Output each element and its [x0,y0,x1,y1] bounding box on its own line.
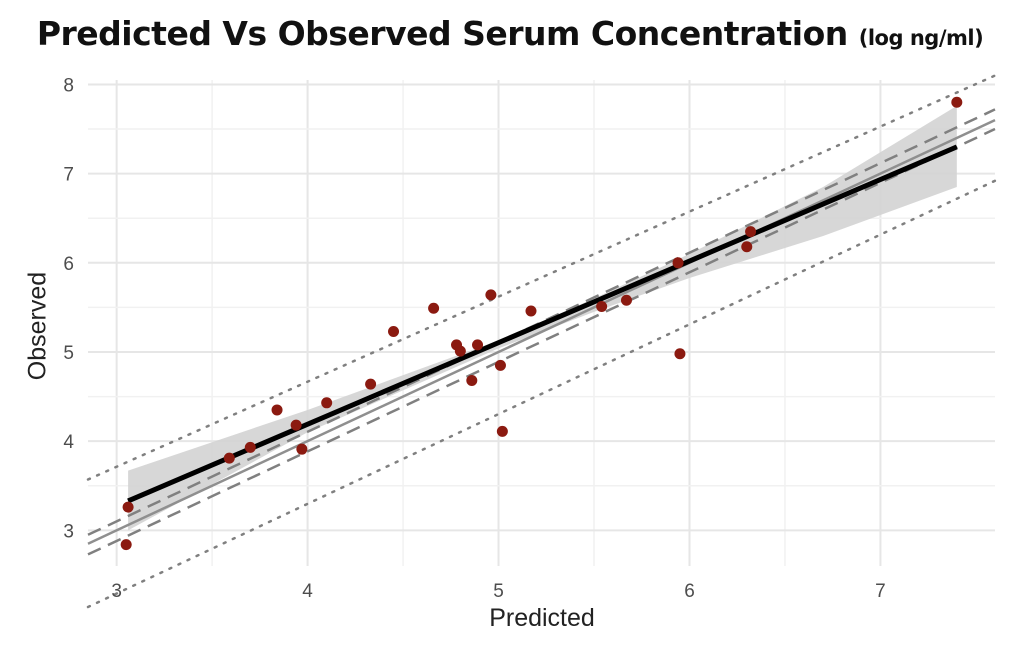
identity-line [87,118,996,545]
data-point [290,419,302,431]
lower-dashed-line [87,127,996,556]
x-axis-label: Predicted [489,604,595,632]
regression-line [127,144,958,504]
y-tick-label: 8 [63,75,74,96]
y-tick-label: 4 [63,432,74,453]
data-point [466,375,478,387]
lower-prediction-line [86,179,997,609]
data-point [428,302,440,314]
data-point [485,289,497,301]
data-point [296,443,308,455]
data-point [596,301,608,313]
y-tick-label: 7 [63,165,74,186]
y-tick-label: 3 [63,521,74,542]
x-tick-label: 7 [875,581,886,602]
x-tick-label: 5 [493,581,504,602]
upper-prediction-line [86,74,997,481]
data-point [620,294,632,306]
data-point [494,359,506,371]
x-tick-label: 6 [684,581,695,602]
data-points [120,96,963,551]
tick-labels: 3 4 5 6 7 3 4 5 6 7 8 [63,75,885,602]
data-point [244,441,256,453]
data-point [496,425,508,437]
title-units: (log ng/ml) [858,26,984,50]
reference-lines [86,74,997,609]
data-point [388,325,400,337]
x-tick-label: 4 [302,581,313,602]
data-point [745,226,757,238]
data-point [271,404,283,416]
data-point [741,241,753,253]
data-point [122,501,134,513]
data-point [120,539,132,551]
title-main: Predicted Vs Observed Serum Concentratio… [36,14,848,53]
data-point [672,257,684,269]
data-point [472,339,484,351]
data-point [525,305,537,317]
y-tick-label: 6 [63,254,74,275]
y-tick-label: 5 [63,343,74,364]
chart-title: Predicted Vs Observed Serum Concentratio… [0,14,1020,53]
data-point [674,348,686,360]
data-point [223,452,235,464]
data-point [454,345,466,357]
data-point [365,378,377,390]
data-point [321,397,333,409]
x-tick-label: 3 [111,581,122,602]
data-point [951,96,963,108]
upper-dashed-line [87,108,996,536]
y-axis-label: Observed [23,271,52,381]
